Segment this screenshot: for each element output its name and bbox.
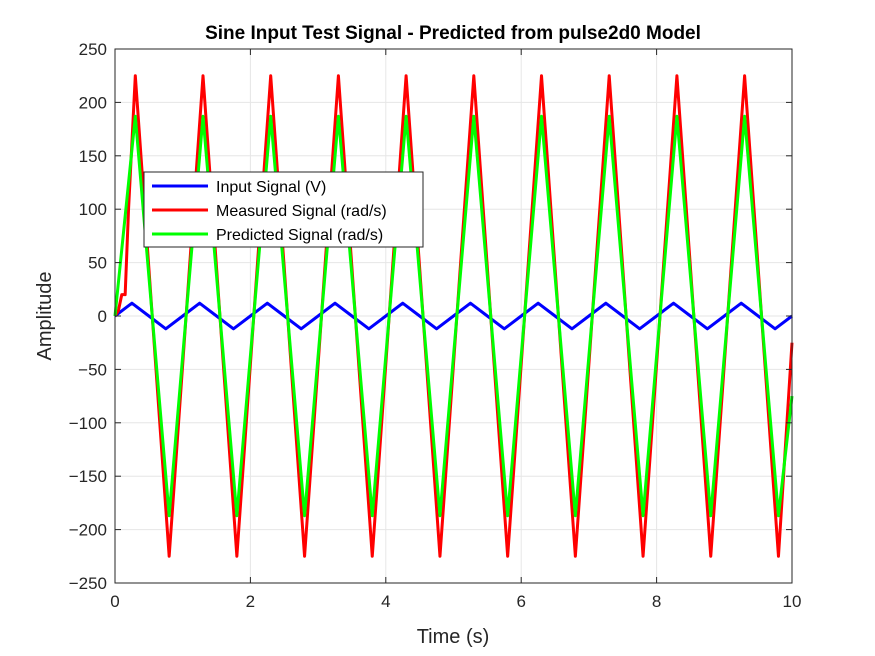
x-axis-label: Time (s) — [417, 626, 490, 648]
y-tick-label: 150 — [79, 147, 107, 166]
legend-label-measured: Measured Signal (rad/s) — [216, 203, 387, 220]
x-tick-label: 0 — [110, 592, 119, 611]
legend-label-input: Input Signal (V) — [216, 179, 326, 196]
y-tick-label: −250 — [69, 574, 107, 593]
y-tick-label: −150 — [69, 467, 107, 486]
x-tick-label: 8 — [652, 592, 661, 611]
input-signal-line — [114, 301, 793, 331]
series-layer — [113, 74, 794, 558]
y-tick-label: −100 — [69, 414, 107, 433]
tick-labels: 0 2 4 6 8 10 250 200 150 100 50 0 −50 −100 −150 −200 −25… — [69, 40, 802, 611]
legend-label-predicted: Predicted Signal (rad/s) — [216, 227, 383, 244]
x-tick-label: 4 — [381, 592, 390, 611]
y-tick-label: 0 — [98, 307, 107, 326]
y-tick-label: −200 — [69, 521, 107, 540]
y-tick-label: 50 — [88, 254, 107, 273]
y-tick-label: 100 — [79, 200, 107, 219]
x-tick-label: 6 — [516, 592, 525, 611]
y-tick-label: 250 — [79, 40, 107, 59]
predicted-signal-line — [113, 114, 794, 518]
x-tick-label: 10 — [783, 592, 802, 611]
x-tick-label: 2 — [246, 592, 255, 611]
y-tick-label: −50 — [78, 360, 107, 379]
y-axis-label: Amplitude — [34, 272, 56, 361]
chart-title: Sine Input Test Signal - Predicted from … — [205, 23, 701, 44]
legend: Input Signal (V) Measured Signal (rad/s)… — [143, 171, 424, 248]
y-tick-label: 200 — [79, 93, 107, 112]
